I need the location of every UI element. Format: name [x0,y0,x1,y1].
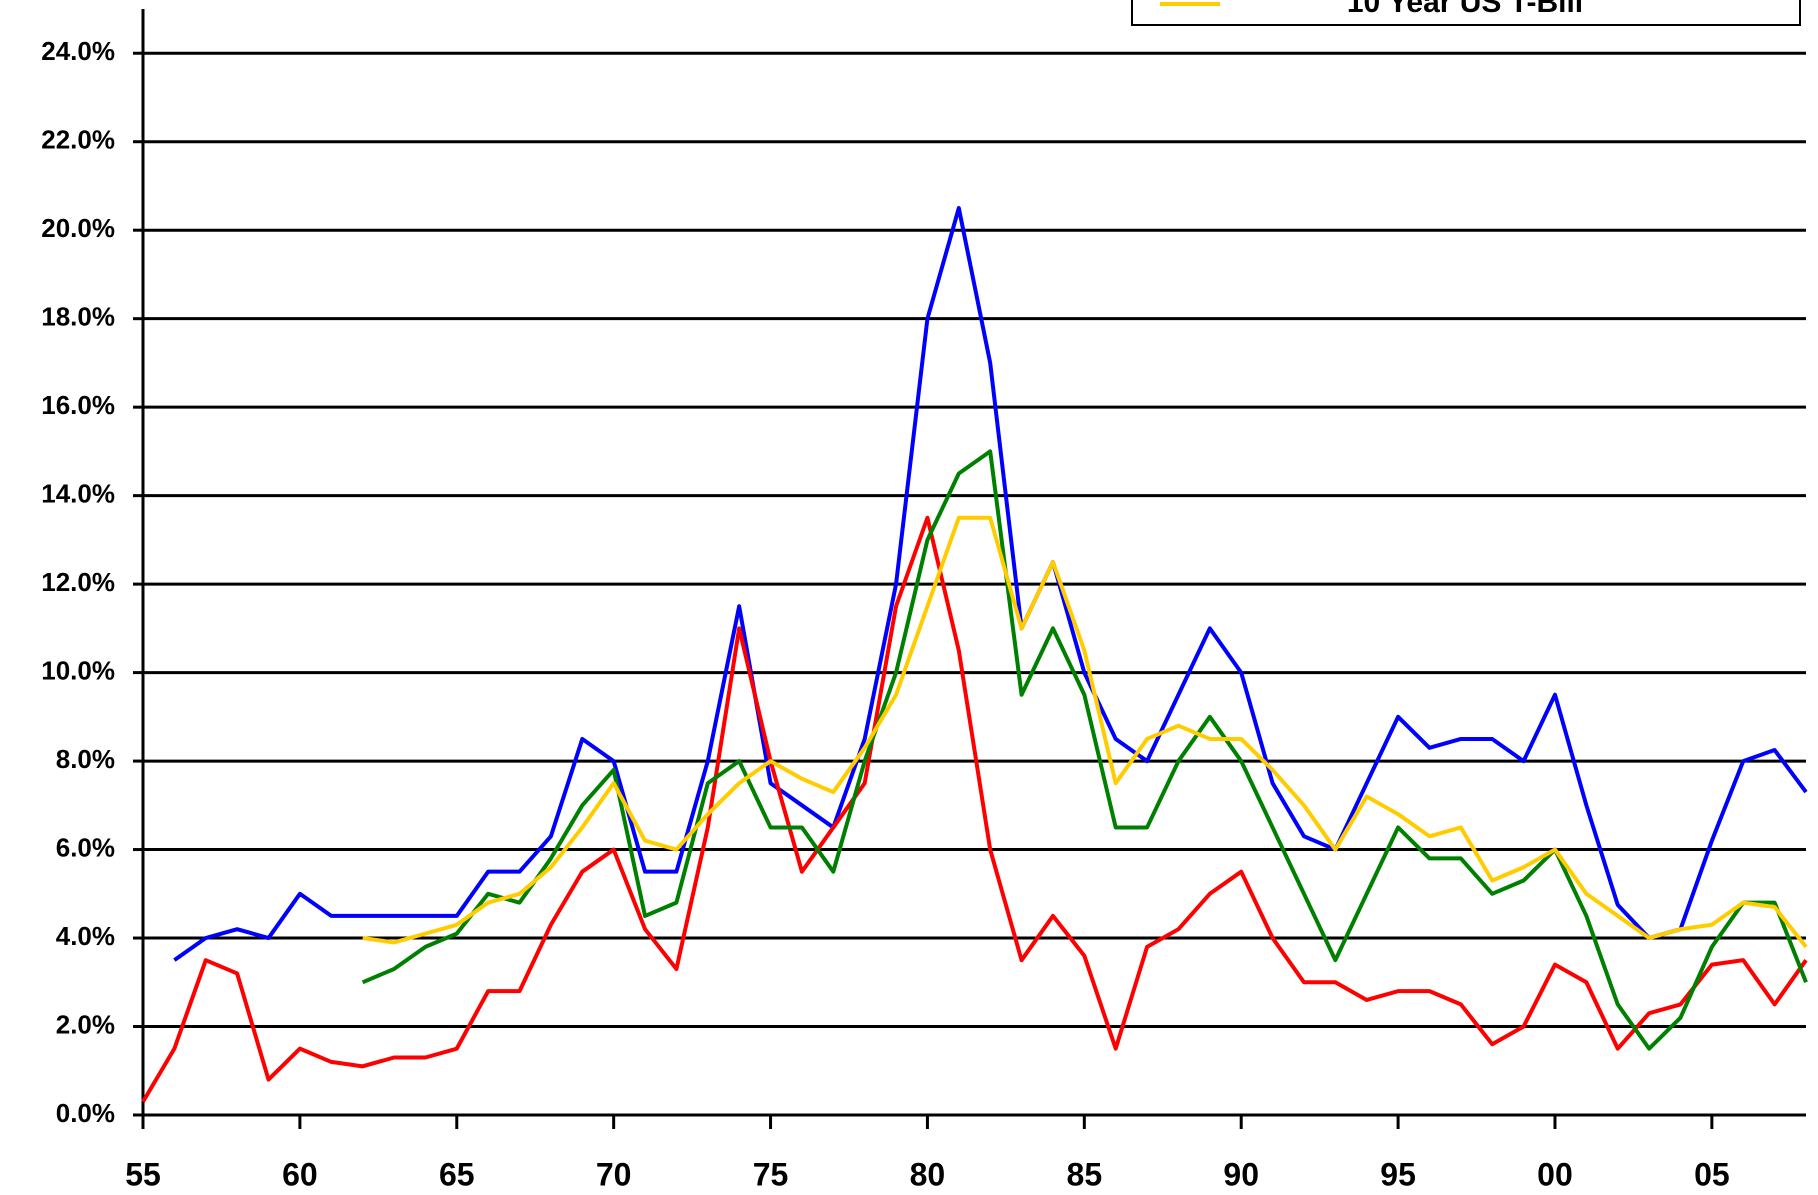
y-tick-label: 16.0% [41,390,115,420]
x-tick-label: 90 [1223,1156,1259,1192]
y-tick-label: 2.0% [56,1009,115,1039]
x-tick-label: 85 [1067,1156,1103,1192]
series-line [361,449,1808,1051]
y-tick-label: 10.0% [41,655,115,685]
series-line [141,515,1808,1103]
x-tick-label: 70 [596,1156,632,1192]
y-tick-label: 6.0% [56,832,115,862]
x-tick-label: 55 [125,1156,161,1192]
x-tick-label: 65 [439,1156,475,1192]
y-tick-label: 14.0% [41,479,115,509]
y-tick-label: 22.0% [41,125,115,155]
series-line [173,206,1808,962]
y-tick-label: 8.0% [56,744,115,774]
legend-label: 10 Year US T-Bill [1347,0,1583,19]
x-tick-label: 60 [282,1156,318,1192]
y-tick-label: 12.0% [41,567,115,597]
x-tick-label: 00 [1537,1156,1573,1192]
series-line [362,515,1808,949]
y-tick-label: 20.0% [41,213,115,243]
y-tick-label: 4.0% [56,921,115,951]
y-tick-label: 24.0% [41,36,115,66]
x-tick-label: 80 [910,1156,946,1192]
x-tick-label: 95 [1380,1156,1416,1192]
y-tick-label: 0.0% [56,1098,115,1128]
x-tick-label: 05 [1694,1156,1730,1192]
legend-box [1131,0,1801,26]
y-tick-label: 18.0% [41,302,115,332]
x-tick-label: 75 [753,1156,789,1192]
